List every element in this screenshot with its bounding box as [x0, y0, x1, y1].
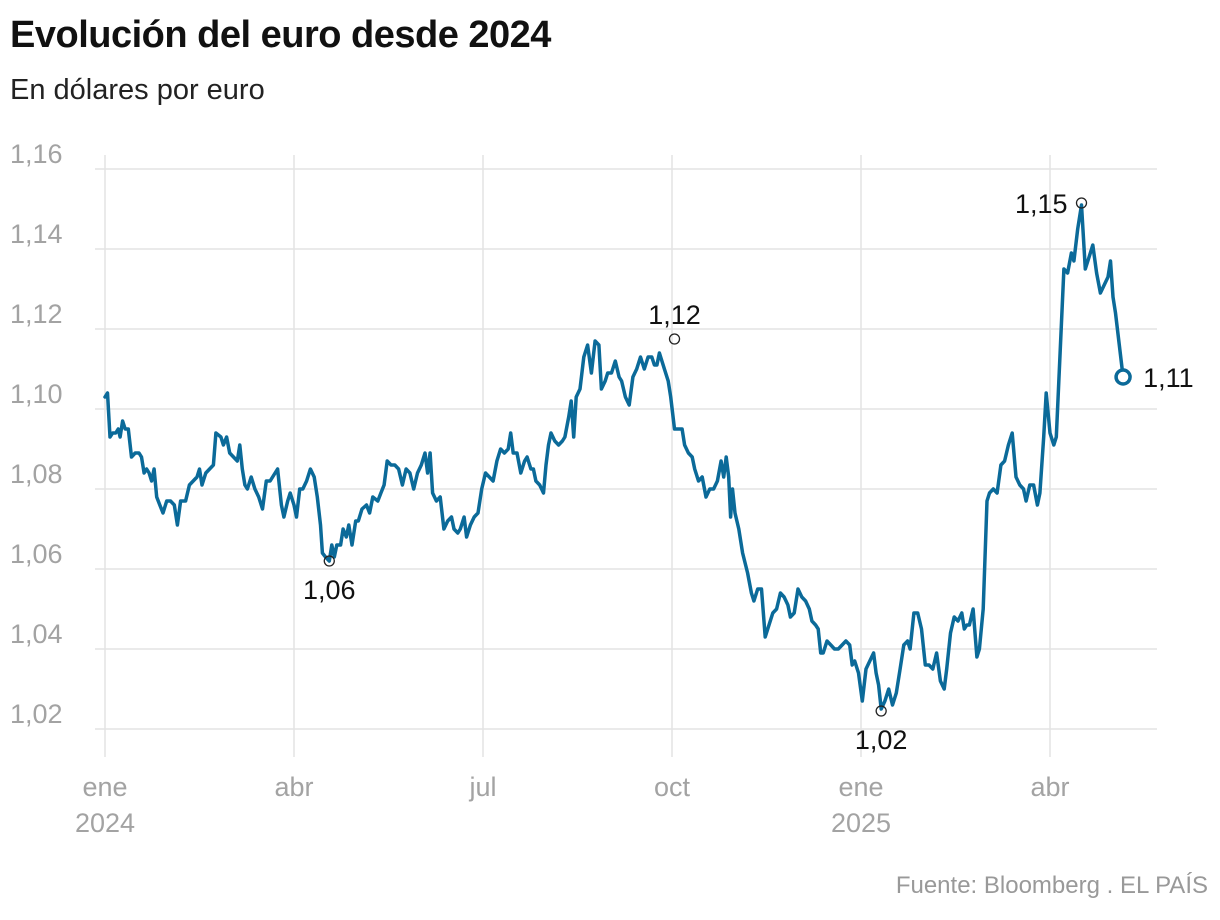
- y-tick-label: 1,12: [10, 299, 63, 329]
- y-tick-label: 1,02: [10, 699, 63, 729]
- x-tick-label: abr: [274, 772, 313, 802]
- chart-subtitle: En dólares por euro: [10, 74, 265, 106]
- y-axis: 1,02 1,04 1,06 1,08 1,10 1,12 1,14 1,16: [10, 139, 63, 729]
- x-tick-year: 2025: [831, 808, 891, 838]
- annotation-label: 1,06: [303, 575, 356, 605]
- gridlines: [95, 155, 1157, 757]
- x-axis: ene 2024 abr jul oct ene 2025 abr: [75, 772, 1070, 838]
- x-tick-label: oct: [654, 772, 691, 802]
- x-tick-label: abr: [1030, 772, 1069, 802]
- series-layer: [103, 203, 1125, 711]
- y-tick-label: 1,14: [10, 219, 63, 249]
- chart-title: Evolución del euro desde 2024: [10, 14, 551, 56]
- annotation-label: 1,12: [648, 300, 701, 330]
- annotation-label: 1,15: [1015, 189, 1068, 219]
- x-tick-label: jul: [468, 772, 496, 802]
- y-tick-label: 1,10: [10, 379, 63, 409]
- y-tick-label: 1,08: [10, 459, 63, 489]
- extreme-point-marker: [1075, 197, 1088, 209]
- annotation-label: 1,11: [1143, 363, 1194, 393]
- source-credit: Fuente: Bloomberg . EL PAÍS: [895, 872, 1208, 899]
- extreme-point-marker: [668, 333, 681, 345]
- last-value-marker: [1114, 368, 1132, 386]
- extreme-point-marker: [875, 705, 887, 717]
- y-tick-label: 1,16: [10, 139, 63, 169]
- x-tick-label: ene: [838, 772, 883, 802]
- y-tick-label: 1,04: [10, 619, 63, 649]
- annotation-label: 1,02: [855, 725, 908, 755]
- x-tick-year: 2024: [75, 808, 135, 838]
- y-tick-label: 1,06: [10, 539, 63, 569]
- x-tick-label: ene: [82, 772, 127, 802]
- annotation-layer: 1,06 1,12 1,02 1,15 1,11: [303, 189, 1194, 755]
- extreme-point-marker: [323, 555, 335, 567]
- series-line-eurusd: [103, 203, 1125, 711]
